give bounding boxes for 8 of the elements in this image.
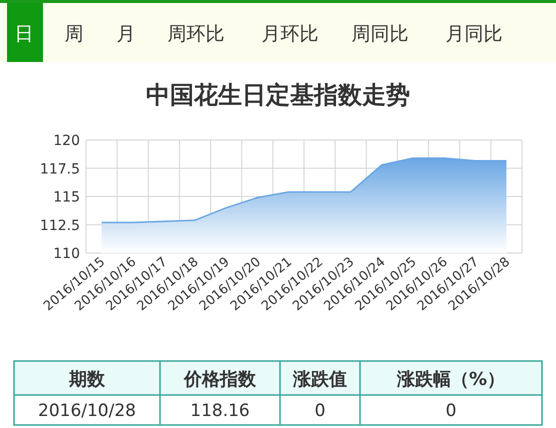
y-tick-label: 115 [53,190,80,206]
chart-title: 中国花生日定基指数走势 [146,81,410,109]
y-tick-label: 110 [53,246,80,262]
y-tick-label: 112.5 [40,218,80,234]
table: 期数 价格指数 涨跌值 涨跌幅（%） 2016/10/28 118.16 0 0 [13,360,543,426]
y-tick-label: 117.5 [40,161,80,178]
y-tick-label: 120 [53,133,80,149]
tabs: 日 周 月 周环比 月环比 周同比 月同比 [0,0,556,62]
